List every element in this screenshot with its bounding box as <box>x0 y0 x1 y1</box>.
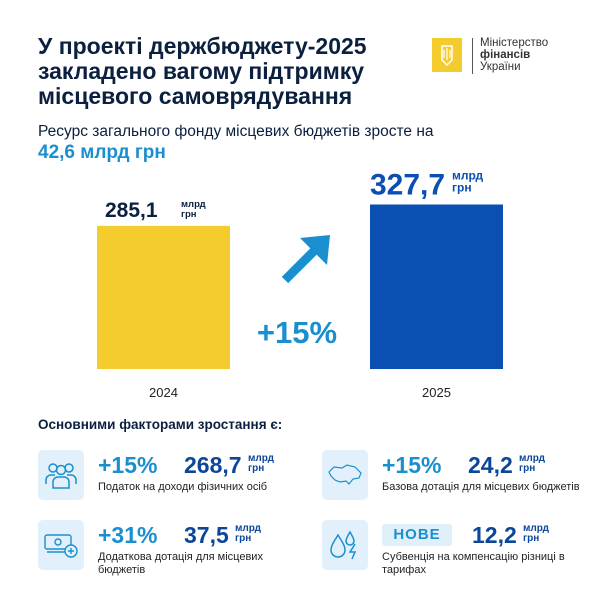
value-label: 327,7 <box>370 168 445 201</box>
new-badge: НОВЕ <box>382 524 452 546</box>
divider <box>472 38 473 74</box>
factor-value: 24,2 <box>468 452 513 478</box>
change-percent: +15% <box>98 452 158 478</box>
subtitle-value: 42,6 млрд грн <box>38 142 166 163</box>
factor-description: Базова дотація для місцевих бюджетів <box>382 481 580 493</box>
change-percent: +15% <box>382 452 442 478</box>
growth-label: +15% <box>257 315 337 350</box>
unit-label: млрд грн <box>235 524 261 544</box>
factor-value: 37,5 <box>184 522 229 548</box>
logo-line: Міністерство <box>480 37 549 49</box>
unit-line: млрд <box>519 453 545 464</box>
factor-value: 12,2 <box>472 522 517 548</box>
factor-description: Податок на доходи фізичних осіб <box>98 481 268 493</box>
people-icon <box>38 450 84 500</box>
trident-emblem-icon <box>432 38 462 72</box>
factor-value: 268,7 <box>184 452 242 478</box>
logo-line: України <box>480 61 521 73</box>
subtitle: Ресурс загального фонду місцевих бюджеті… <box>38 123 434 140</box>
unit-line: грн <box>248 463 265 474</box>
unit-label: млрд грн <box>248 454 274 474</box>
category-label: 2025 <box>422 385 451 400</box>
ukraine-map-icon <box>322 450 368 500</box>
factor-card: +15% 268,7 млрд грн Податок на доходи фізичн… <box>38 450 318 520</box>
value-label: 285,1 <box>105 199 158 222</box>
page-title: У проекті держбюджету-2025 закладено ваг… <box>38 33 367 109</box>
factor-card: НОВЕ 12,2 млрд грн Субвенція на компенсацію … <box>322 520 600 590</box>
unit-label: грн <box>452 180 472 194</box>
ministry-logo: Міністерство фінансів України <box>432 37 592 78</box>
unit-label: млрд грн <box>523 524 549 544</box>
category-label: 2024 <box>149 385 178 400</box>
water-energy-icon <box>322 520 368 570</box>
factor-description: Субвенція на компенсацію різниці в тариф… <box>382 551 565 576</box>
unit-line: млрд <box>523 523 549 534</box>
unit-line: млрд <box>248 453 274 464</box>
unit-label: млрд <box>181 199 206 210</box>
money-plus-icon <box>38 520 84 570</box>
factors-heading: Основними факторами зростання є: <box>38 417 283 432</box>
unit-label: млрд <box>452 168 484 182</box>
arrow-head <box>300 235 330 265</box>
change-percent: +31% <box>98 522 158 548</box>
unit-line: грн <box>519 463 536 474</box>
unit-label: млрд грн <box>519 454 545 474</box>
logo-line: фінансів <box>480 49 531 61</box>
unit-line: грн <box>523 533 540 544</box>
bar-2024 <box>97 225 230 369</box>
factor-description: Додаткова дотація для місцевих бюджетів <box>98 551 263 576</box>
factor-card: +15% 24,2 млрд грн Базова дотація для місцев… <box>322 450 600 520</box>
unit-line: грн <box>235 533 252 544</box>
factor-card: +31% 37,5 млрд грн Додаткова дотація для міс… <box>38 520 318 590</box>
bar-2025 <box>370 204 503 369</box>
unit-label: грн <box>181 209 197 220</box>
unit-line: млрд <box>235 523 261 534</box>
